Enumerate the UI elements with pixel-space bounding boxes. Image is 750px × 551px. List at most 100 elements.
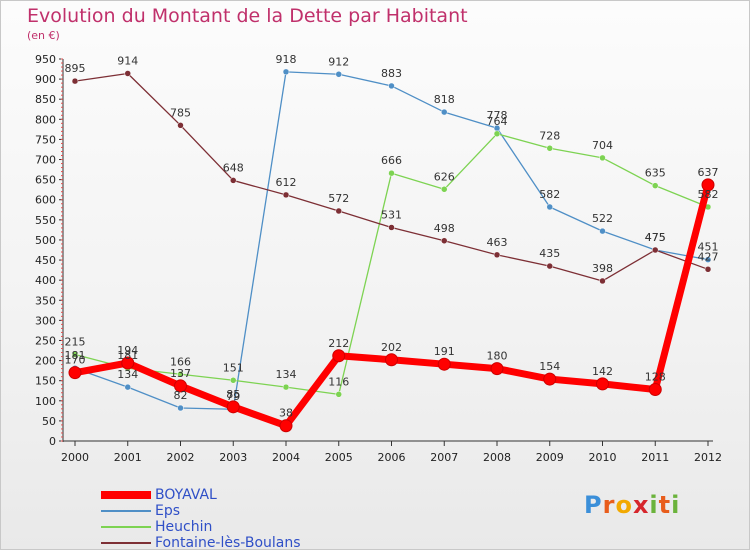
data-label: 116 (328, 375, 349, 388)
data-point (704, 266, 712, 273)
data-point (493, 130, 501, 138)
data-point (599, 154, 606, 162)
data-label: 626 (434, 170, 455, 183)
data-label: 572 (328, 192, 349, 205)
data-point (599, 227, 606, 235)
data-label: 918 (276, 53, 297, 66)
data-label: 582 (698, 188, 719, 201)
data-label: 427 (698, 250, 719, 263)
x-tick-label: 2004 (272, 451, 300, 464)
legend-label: Heuchin (155, 519, 213, 535)
data-label: 704 (592, 139, 613, 152)
y-tick-label: 200 (35, 355, 56, 368)
x-tick-label: 2012 (694, 451, 722, 464)
y-tick-label: 850 (35, 93, 56, 106)
data-point (441, 186, 448, 193)
proxiti-logo: Proxiti (584, 491, 680, 519)
data-label: 435 (539, 247, 560, 260)
data-point (546, 262, 553, 270)
data-point (282, 383, 290, 391)
data-label: 181 (117, 349, 138, 362)
data-point (596, 377, 609, 391)
data-point (335, 71, 342, 78)
legend-swatch (101, 542, 151, 544)
data-point (490, 362, 504, 376)
data-label: 582 (539, 188, 560, 201)
data-label: 166 (170, 355, 191, 368)
data-label: 498 (434, 222, 455, 235)
data-label: 181 (65, 349, 86, 362)
logo-letter: t (658, 491, 672, 519)
data-label: 531 (381, 208, 402, 221)
data-label: 82 (174, 389, 188, 402)
logo-letter: i (671, 491, 681, 519)
x-tick-label: 2011 (641, 451, 669, 464)
data-point (546, 145, 553, 152)
data-point (652, 246, 659, 254)
data-label: 134 (117, 368, 138, 381)
data-point (177, 404, 184, 412)
logo-letter: i (649, 491, 659, 519)
data-point (124, 70, 131, 77)
y-tick-label: 700 (35, 154, 56, 167)
y-tick-label: 0 (49, 435, 56, 448)
legend-swatch (101, 491, 151, 499)
data-label: 79 (226, 390, 240, 403)
data-label: 137 (170, 367, 191, 380)
data-point (282, 191, 290, 199)
data-label: 648 (223, 161, 244, 174)
data-label: 398 (592, 262, 613, 275)
data-label: 914 (117, 54, 138, 67)
data-point (704, 256, 712, 263)
legend-swatch (101, 526, 151, 528)
y-tick-label: 300 (35, 314, 56, 327)
chart-title: Evolution du Montant de la Dette par Hab… (27, 5, 468, 27)
logo-letter: P (584, 491, 603, 519)
y-tick-label: 600 (35, 194, 56, 207)
data-point (282, 68, 290, 76)
data-point (71, 77, 79, 85)
x-tick-label: 2005 (325, 451, 353, 464)
data-label: 764 (487, 115, 508, 128)
data-label: 785 (170, 106, 191, 119)
y-tick-label: 500 (35, 234, 56, 247)
data-point (652, 182, 659, 189)
x-tick-label: 2010 (589, 451, 617, 464)
data-label: 128 (645, 371, 666, 384)
y-tick-label: 350 (35, 294, 56, 307)
y-tick-label: 400 (35, 274, 56, 287)
data-label: 191 (434, 345, 455, 358)
data-label: 728 (539, 129, 560, 142)
series-line (74, 72, 709, 282)
data-label: 778 (487, 109, 508, 122)
x-tick-label: 2002 (167, 451, 195, 464)
data-label: 818 (434, 93, 455, 106)
data-point (701, 178, 715, 192)
x-tick-label: 2009 (536, 451, 564, 464)
data-label: 463 (487, 236, 508, 249)
data-label: 212 (328, 337, 349, 350)
data-label: 475 (645, 231, 666, 244)
y-tick-label: 650 (35, 174, 56, 187)
data-label: 202 (381, 341, 402, 354)
data-point (388, 169, 395, 177)
data-point (388, 224, 395, 231)
data-label: 142 (592, 365, 613, 378)
data-label: 637 (698, 166, 719, 179)
data-label: 154 (539, 360, 560, 373)
chart-subtitle: (en €) (27, 29, 60, 42)
data-point (124, 383, 131, 391)
data-label: 635 (645, 167, 666, 180)
data-point (599, 277, 606, 285)
x-tick-label: 2007 (430, 451, 458, 464)
data-point (68, 366, 82, 380)
data-point (388, 82, 395, 90)
data-label: 134 (276, 368, 297, 381)
y-tick-label: 550 (35, 214, 56, 227)
data-point (332, 349, 346, 363)
x-tick-label: 2001 (114, 451, 142, 464)
data-point (174, 379, 187, 393)
legend-label: BOYAVAL (155, 487, 217, 503)
